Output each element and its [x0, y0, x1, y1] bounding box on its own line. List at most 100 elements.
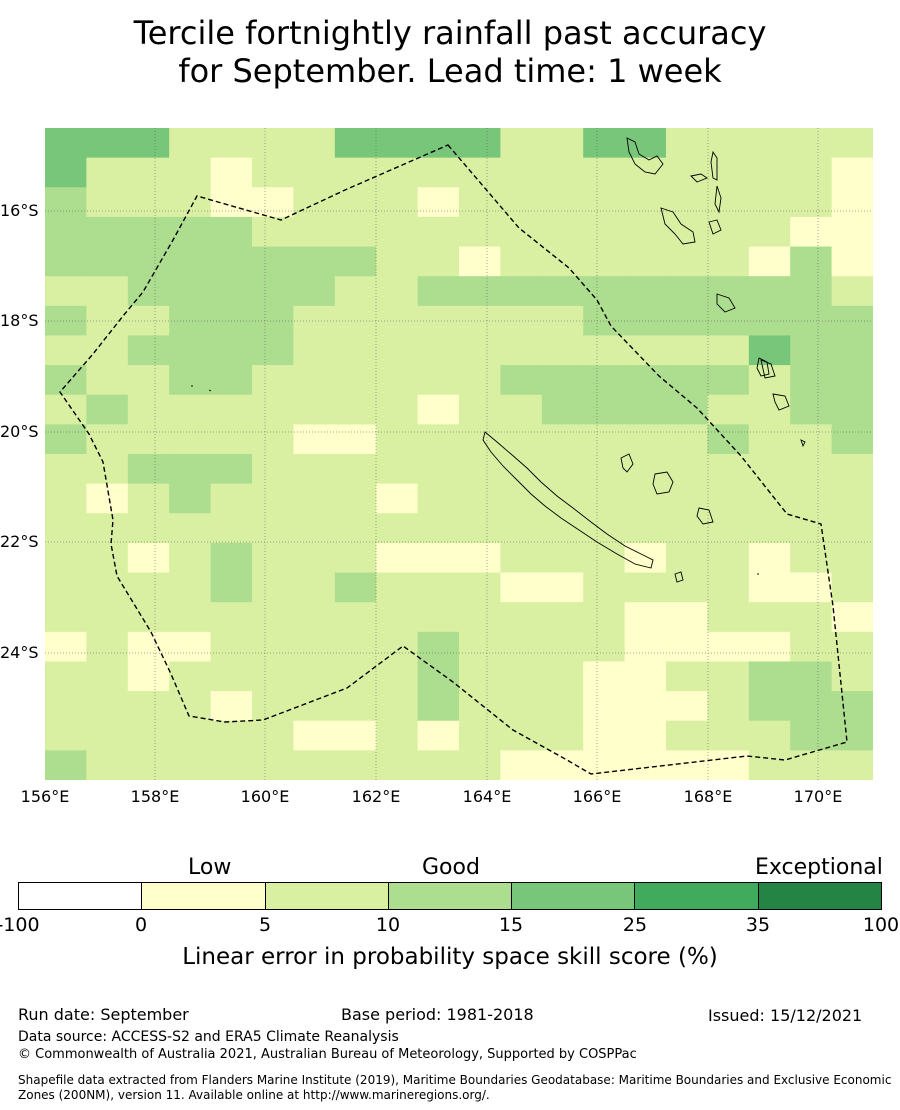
skill-cell [293, 276, 336, 307]
skill-cell [376, 631, 419, 662]
skill-cell [583, 454, 626, 485]
colorbar-segment-35-100 [758, 883, 881, 909]
skill-cell [45, 216, 87, 248]
skill-cell [831, 513, 873, 544]
skill-cell [169, 750, 212, 780]
skill-cell [45, 661, 87, 692]
skill-cell [666, 157, 708, 188]
skill-cell [541, 216, 584, 248]
vanuatu-malekula [660, 207, 696, 245]
skill-cell [831, 750, 873, 780]
skill-cell [293, 513, 336, 544]
skill-cell [541, 602, 584, 633]
skill-cell [541, 572, 584, 603]
skill-cell [86, 424, 129, 455]
skill-cell [334, 454, 377, 485]
skill-cell [417, 750, 460, 780]
skill-cell [666, 216, 708, 248]
skill-cell [169, 661, 212, 692]
skill-cell [376, 246, 419, 277]
skill-cell [417, 394, 460, 425]
skill-cell [376, 216, 419, 248]
skill-cell [210, 335, 253, 366]
skill-cell [45, 246, 87, 277]
skill-cell [417, 454, 460, 485]
skill-cell [45, 631, 87, 662]
skill-cell [376, 128, 419, 159]
skill-cell [376, 187, 419, 218]
skill-cell [210, 128, 253, 159]
skill-cell [666, 335, 708, 366]
lon-label-162e: 162°E [351, 787, 401, 806]
skill-cell [748, 305, 791, 336]
vanuatu-maewo [714, 185, 722, 214]
skill-cell [748, 631, 791, 662]
skill-cell [583, 602, 626, 633]
skill-cell [334, 394, 377, 425]
skill-cell [86, 246, 129, 277]
skill-cell [376, 276, 419, 307]
skill-cell [376, 572, 419, 603]
isle-of-pines [674, 571, 684, 583]
skill-cell [624, 216, 667, 248]
skill-cell [541, 365, 584, 396]
skill-cell [45, 483, 87, 514]
skill-cell [86, 454, 129, 485]
skill-cell [666, 513, 708, 544]
title-line-1: Tercile fortnightly rainfall past accura… [133, 14, 767, 52]
skill-cell [293, 483, 336, 514]
skill-cell [707, 750, 750, 780]
skill-cell [376, 483, 419, 514]
skill-cell [790, 157, 833, 188]
skill-cell [252, 187, 294, 218]
skill-cell [624, 454, 667, 485]
skill-cell [252, 750, 294, 780]
skill-map [45, 128, 873, 780]
skill-cell [127, 572, 170, 603]
skill-cell [169, 513, 212, 544]
skill-cell [45, 128, 87, 159]
skill-cell [459, 276, 501, 307]
skill-cell [127, 483, 170, 514]
vanuatu-pentecost [710, 150, 718, 181]
skill-cell [293, 305, 336, 336]
skill-cell [707, 661, 750, 692]
skill-cell [334, 542, 377, 574]
skill-cell [334, 572, 377, 603]
skill-cell [127, 513, 170, 544]
skill-cell [127, 750, 170, 780]
skill-cell [293, 128, 336, 159]
skill-cell [169, 246, 212, 277]
skill-cell [252, 394, 294, 425]
skill-cell [210, 631, 253, 662]
skill-cell [210, 691, 253, 722]
skill-cell [541, 305, 584, 336]
skill-cell [624, 720, 667, 751]
skill-cell [45, 542, 87, 574]
skill-cell [790, 276, 833, 307]
skill-cell [500, 513, 543, 544]
skill-cell [417, 542, 460, 574]
skill-cell [459, 483, 501, 514]
skill-cell [376, 394, 419, 425]
skill-cell [624, 572, 667, 603]
skill-cell [790, 335, 833, 366]
skill-cell [790, 394, 833, 425]
skill-cell [86, 750, 129, 780]
skill-cell [334, 128, 377, 159]
skill-cell [417, 572, 460, 603]
skill-cell [666, 276, 708, 307]
skill-cell [169, 157, 212, 188]
skill-cell [748, 454, 791, 485]
lon-label-166e: 166°E [572, 787, 622, 806]
skill-cell [831, 542, 873, 574]
skill-cell [666, 542, 708, 574]
skill-cell [45, 157, 87, 188]
skill-cell [293, 691, 336, 722]
skill-cell [459, 365, 501, 396]
skill-cell [624, 542, 667, 574]
skill-cell [127, 394, 170, 425]
skill-cell [127, 691, 170, 722]
skill-cell [417, 424, 460, 455]
skill-cell [748, 513, 791, 544]
